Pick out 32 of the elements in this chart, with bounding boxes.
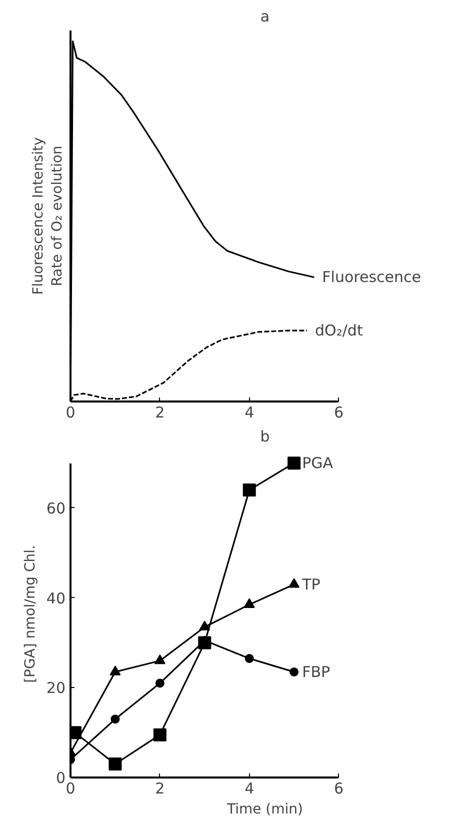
point bbox=[288, 578, 300, 588]
point bbox=[153, 728, 166, 742]
y-tick-label: 60 bbox=[46, 499, 66, 518]
y-tick-label: 20 bbox=[46, 679, 66, 698]
chart-title: b bbox=[260, 428, 270, 446]
x-tick-label: 2 bbox=[155, 780, 165, 798]
x-tick-label: 6 bbox=[334, 404, 344, 422]
chart-title: a bbox=[260, 8, 270, 26]
point bbox=[288, 456, 301, 470]
point bbox=[290, 667, 299, 676]
y-tick-label: 40 bbox=[46, 589, 66, 608]
y-axis-title: [PGA] nmol/mg Chl. bbox=[22, 545, 38, 683]
series-label: dO₂/dt bbox=[315, 322, 363, 340]
series-label: PGA bbox=[302, 454, 334, 472]
point bbox=[108, 758, 122, 771]
x-tick-label: 2 bbox=[155, 404, 165, 422]
point bbox=[242, 484, 256, 497]
x-axis-title: Time (min) bbox=[226, 802, 304, 818]
x-tick-label: 4 bbox=[244, 780, 254, 798]
y-axis-title: Fluorescence Intensity Rate of O₂ evolution bbox=[30, 137, 66, 295]
x-tick-label: 4 bbox=[244, 404, 254, 422]
series-label: FBP bbox=[302, 662, 330, 681]
series-label: Fluorescence bbox=[322, 268, 422, 286]
point bbox=[154, 654, 166, 664]
point bbox=[110, 714, 120, 724]
point bbox=[199, 620, 210, 630]
point bbox=[155, 678, 164, 688]
x-tick-label: 6 bbox=[334, 780, 344, 798]
series-label: TP bbox=[301, 575, 320, 594]
point bbox=[244, 654, 254, 663]
point bbox=[244, 598, 255, 608]
point bbox=[110, 666, 121, 676]
